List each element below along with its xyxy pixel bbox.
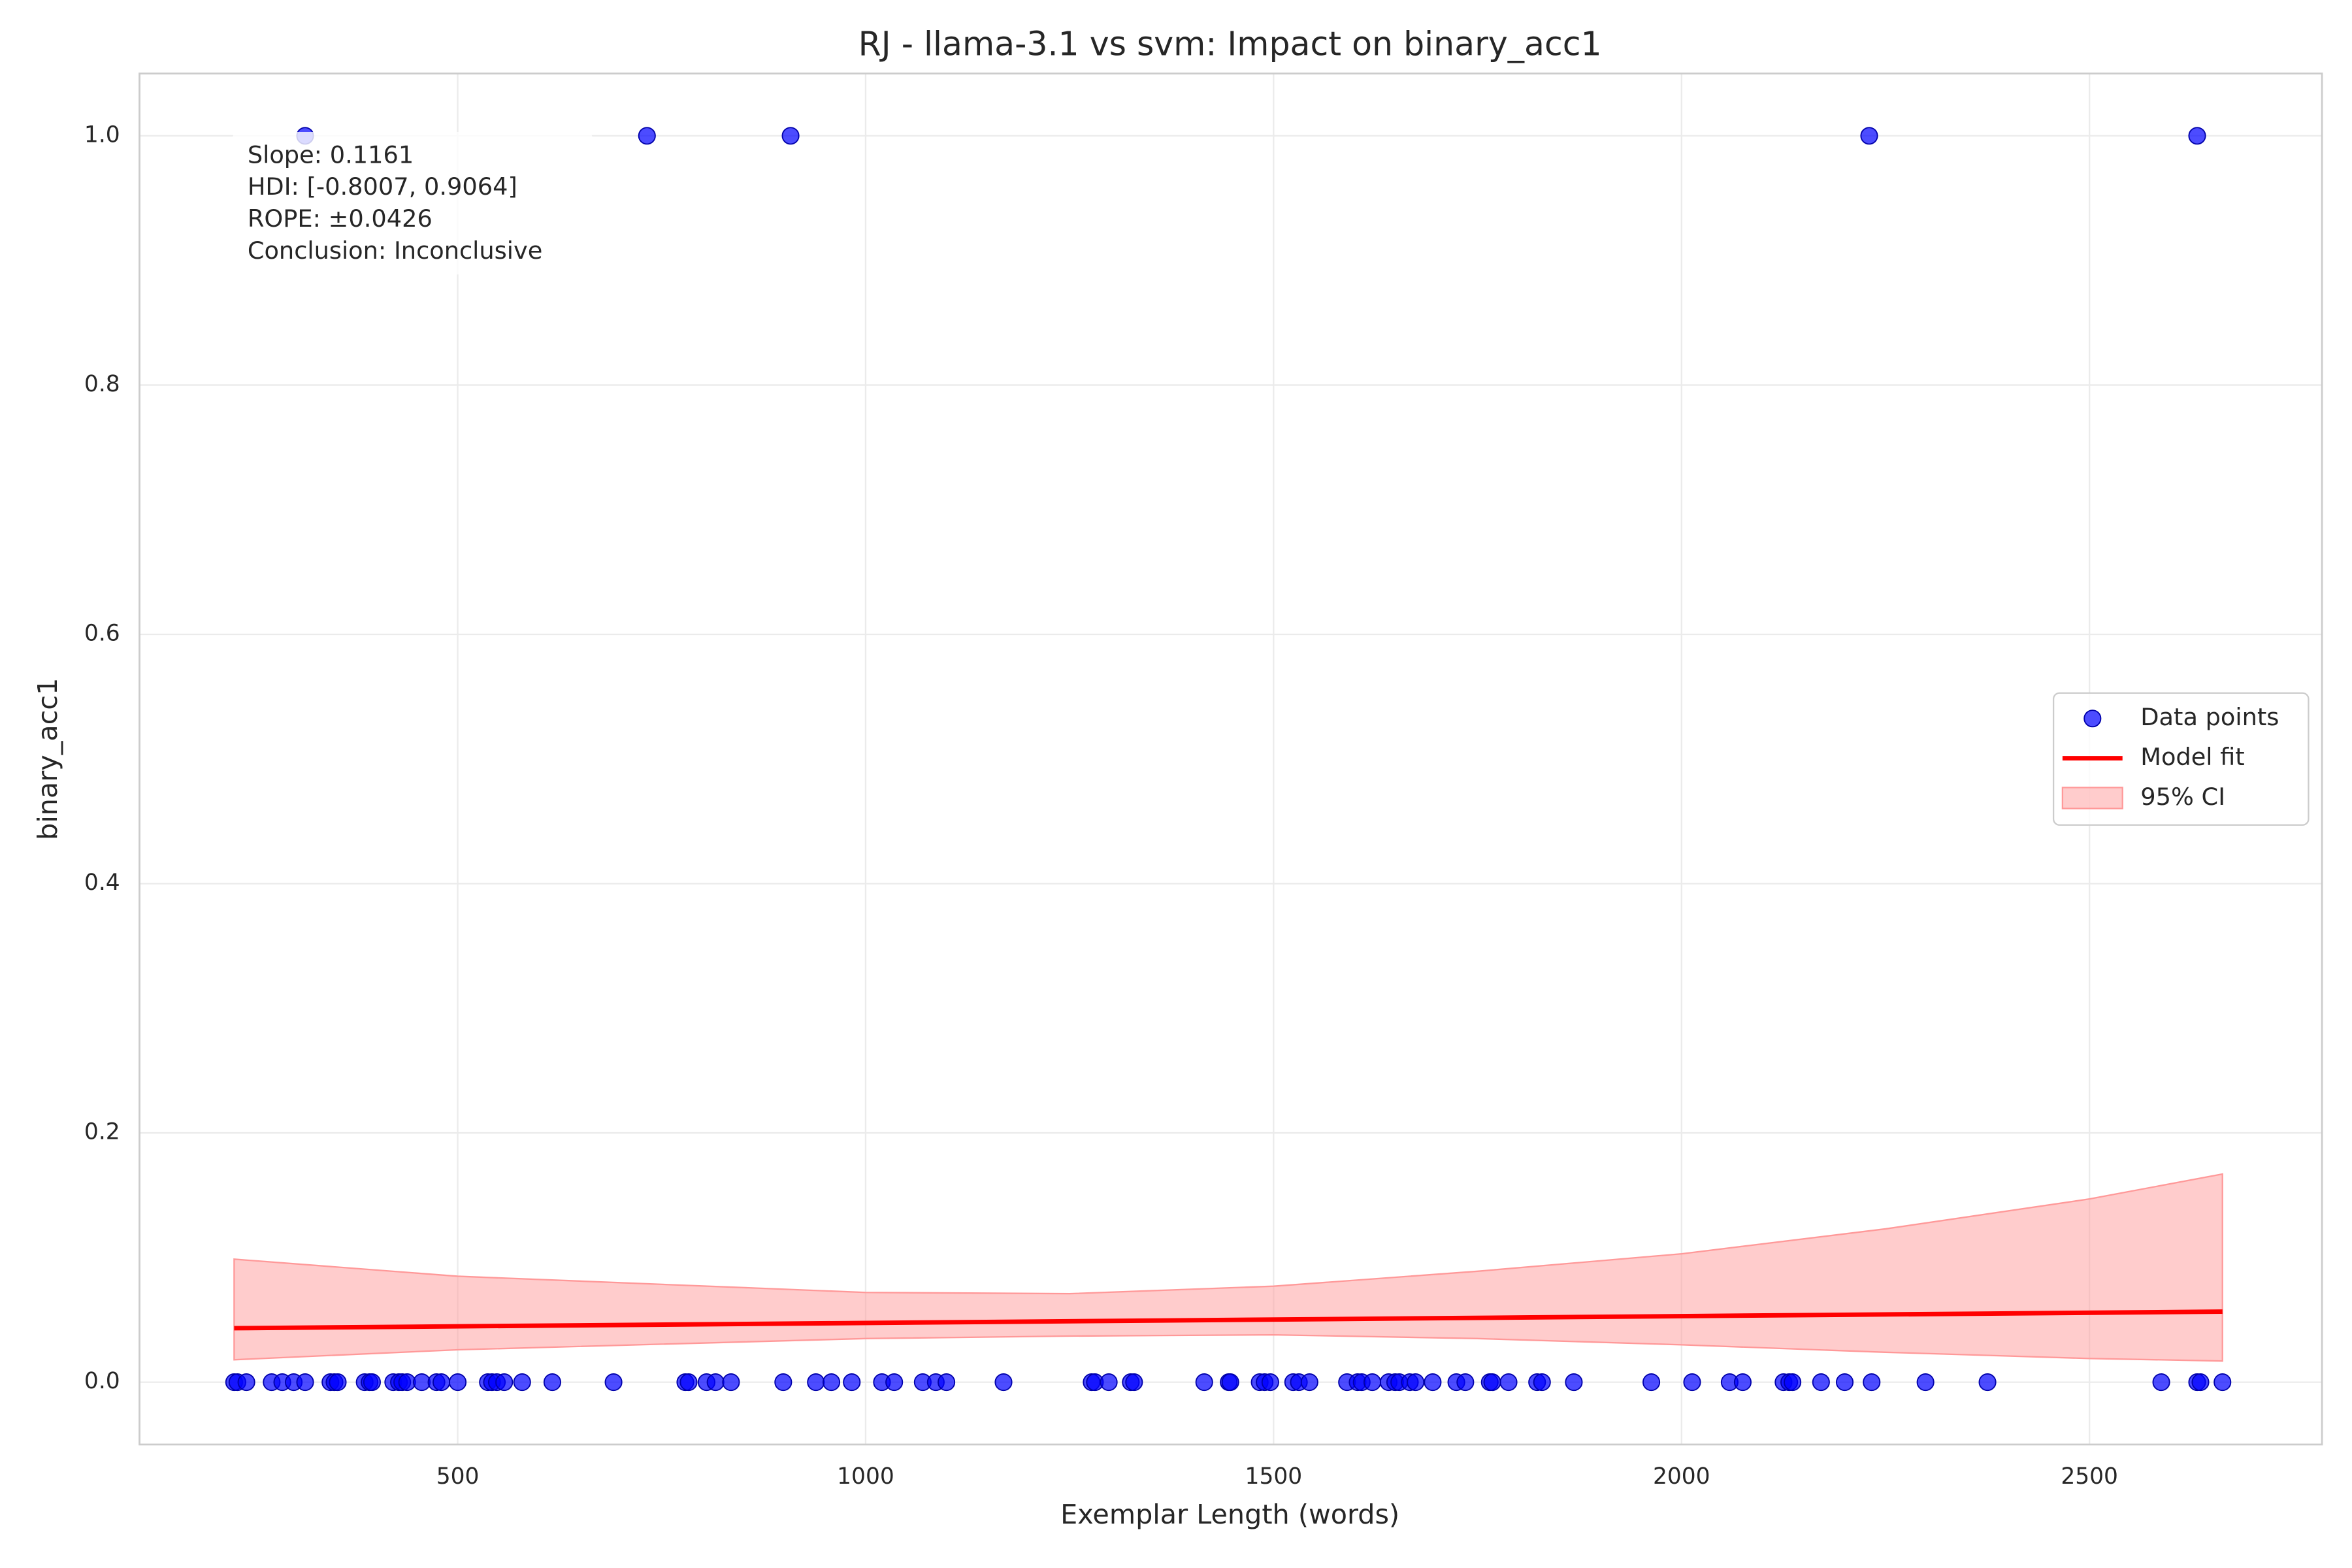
data-point [1456, 1373, 1475, 1392]
data-point [513, 1373, 531, 1392]
annotation-text: Conclusion: Inconclusive [248, 237, 542, 265]
data-point [938, 1373, 956, 1392]
data-point [1100, 1373, 1118, 1392]
data-point [1300, 1373, 1318, 1392]
data-point [1195, 1373, 1213, 1392]
data-point [822, 1373, 841, 1392]
data-point [1363, 1373, 1382, 1392]
y-axis-label: binary_acc1 [32, 678, 63, 840]
data-point [1565, 1373, 1583, 1392]
data-point [2152, 1373, 2170, 1392]
data-point [1483, 1373, 1501, 1392]
data-point [2213, 1373, 2232, 1392]
legend-label: Model fit [2140, 743, 2244, 771]
data-point [1784, 1373, 1802, 1392]
data-point [433, 1373, 451, 1392]
data-point [604, 1373, 623, 1392]
y-tick-label: 0.4 [84, 870, 120, 896]
data-point [774, 1373, 792, 1392]
data-point [1125, 1373, 1143, 1392]
data-point [1407, 1373, 1425, 1392]
data-point [449, 1373, 467, 1392]
annotation-text: Slope: 0.1161 [248, 140, 414, 169]
data-point [679, 1373, 698, 1392]
x-tick-label: 1500 [1245, 1463, 1303, 1490]
data-point [413, 1373, 431, 1392]
data-point [1863, 1373, 1881, 1392]
data-point [296, 1373, 314, 1392]
data-point [1261, 1373, 1279, 1392]
data-point [1835, 1373, 1854, 1392]
data-point [706, 1373, 725, 1392]
data-point [363, 1373, 381, 1392]
data-point [329, 1373, 347, 1392]
legend-label: 95% CI [2140, 783, 2225, 811]
y-tick-label: 0.8 [84, 371, 120, 397]
plot-frame [139, 73, 2323, 1446]
data-point [781, 127, 800, 145]
data-point [994, 1373, 1013, 1392]
data-point [722, 1373, 740, 1392]
data-point [2188, 127, 2206, 145]
x-tick-label: 500 [436, 1463, 480, 1490]
y-tick-label: 0.6 [84, 620, 120, 646]
legend-marker [2083, 710, 2102, 728]
data-point [1916, 1373, 1935, 1392]
data-point [1812, 1373, 1830, 1392]
data-point [843, 1373, 861, 1392]
chart-title: RJ - llama-3.1 vs svm: Impact on binary_… [858, 25, 1602, 63]
data-point [1221, 1373, 1239, 1392]
y-tick-label: 1.0 [84, 122, 120, 148]
legend-label: Data points [2140, 703, 2279, 731]
data-point [398, 1373, 416, 1392]
annotation-text: ROPE: ±0.0426 [248, 204, 433, 233]
data-point [1978, 1373, 1997, 1392]
annotation-text: HDI: [-0.8007, 0.9064] [248, 172, 517, 201]
y-tick-label: 0.2 [84, 1119, 120, 1145]
data-point [1533, 1373, 1551, 1392]
data-point [1642, 1373, 1661, 1392]
data-point [495, 1373, 514, 1392]
legend-marker [2061, 787, 2123, 809]
annotation-box [232, 132, 593, 275]
data-point [543, 1373, 561, 1392]
x-tick-label: 2500 [2061, 1463, 2118, 1490]
fit-line [234, 1309, 2223, 1331]
data-point [1733, 1373, 1752, 1392]
data-point [1499, 1373, 1518, 1392]
x-tick-label: 2000 [1653, 1463, 1710, 1490]
x-tick-label: 1000 [837, 1463, 894, 1490]
data-point [1683, 1373, 1701, 1392]
data-point [2191, 1373, 2210, 1392]
data-point [807, 1373, 825, 1392]
data-point [1424, 1373, 1442, 1392]
x-axis-label: Exemplar Length (words) [1060, 1499, 1399, 1530]
data-point [885, 1373, 904, 1392]
y-tick-label: 0.0 [84, 1368, 120, 1394]
data-point [638, 127, 656, 145]
data-point [237, 1373, 255, 1392]
data-point [1860, 127, 1878, 145]
